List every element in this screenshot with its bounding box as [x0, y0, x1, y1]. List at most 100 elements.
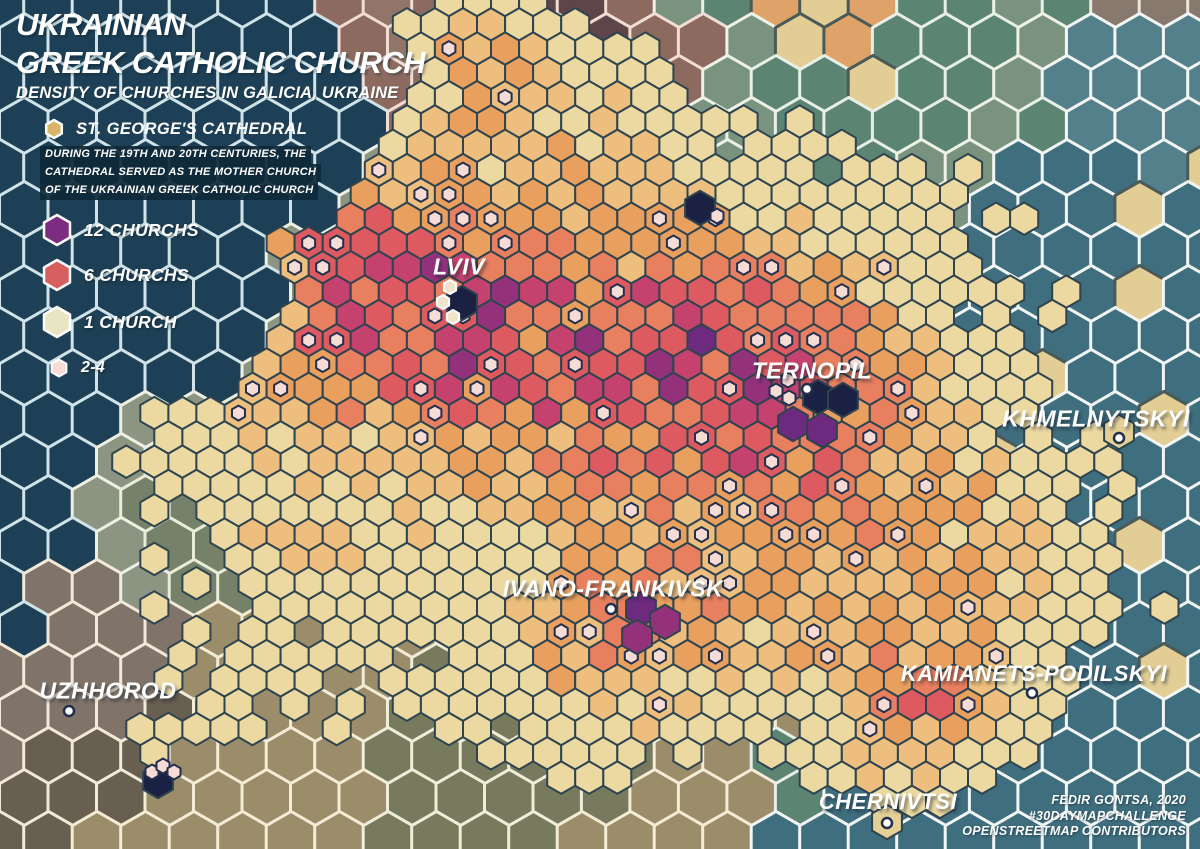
hex-cell — [708, 501, 723, 519]
hex-cell — [798, 760, 829, 795]
hex-cell — [1149, 590, 1180, 625]
hex-cell — [778, 526, 794, 544]
hex-cell — [469, 380, 485, 398]
hex-cell — [694, 428, 709, 446]
hex-cell — [301, 234, 317, 252]
hex-cell — [736, 501, 752, 519]
hex-cell — [1186, 228, 1200, 276]
hex-cell — [925, 784, 955, 820]
hex-cell — [574, 760, 605, 795]
city-dot-kamianets-podilskyi — [1025, 686, 1039, 700]
hex-cell — [694, 574, 709, 592]
hex-cell — [827, 381, 859, 419]
hex-cell — [273, 380, 289, 398]
hex-cell — [988, 647, 1004, 665]
hex-cell — [181, 711, 212, 747]
hex-cell — [890, 526, 906, 544]
hex-cell — [665, 234, 681, 252]
hex-cell — [623, 501, 639, 519]
hex-cell — [279, 687, 310, 722]
hex-cell — [287, 258, 303, 276]
hex-cell — [553, 623, 569, 641]
hex-cell — [806, 331, 822, 349]
hex-cell — [155, 757, 171, 775]
hex-cell — [918, 477, 934, 495]
hex-cell — [781, 389, 797, 407]
hex-cell — [708, 647, 723, 665]
city-dot-ternopil — [800, 382, 814, 396]
hex-cell — [834, 283, 850, 301]
hex-cell — [483, 356, 499, 373]
hex-cell — [960, 696, 976, 714]
hex-cell — [1009, 736, 1040, 771]
hex-cell — [441, 40, 457, 58]
city-dot-chernivtsi — [880, 816, 894, 830]
hex-cell — [1009, 201, 1040, 236]
hex-cell — [967, 760, 998, 795]
hex-cell — [0, 0, 27, 31]
hex-cell — [139, 541, 170, 577]
hex-cell — [778, 331, 794, 349]
hex-cell — [497, 234, 513, 252]
hex-cell — [595, 404, 611, 422]
hex-cell — [111, 444, 142, 479]
hex-cell — [862, 428, 878, 446]
hex-cell — [181, 566, 212, 601]
hex-cell — [441, 185, 457, 203]
hex-cell — [153, 663, 184, 698]
hex-cell — [1186, 144, 1200, 192]
hex-cell — [427, 307, 443, 325]
density-layer — [111, 0, 1180, 820]
hex-cell — [405, 614, 436, 649]
hex-cell — [433, 711, 464, 747]
hex-cell — [315, 356, 331, 373]
hex-cell — [768, 382, 784, 400]
hex-cell — [848, 356, 864, 373]
hex-cell — [904, 404, 920, 422]
hex-cell — [413, 428, 429, 446]
hex-cell — [231, 404, 246, 422]
hex-cell — [335, 638, 366, 674]
hex-cell — [1186, 732, 1200, 780]
hex-cell — [1186, 816, 1200, 849]
hex-cell — [1186, 564, 1200, 612]
hex-cell — [245, 380, 260, 398]
hex-cell — [445, 309, 461, 325]
hex-cell — [862, 720, 878, 738]
hex-cell — [139, 590, 170, 625]
hex-cell — [876, 258, 892, 276]
hex-cell — [301, 331, 317, 349]
hex-cell — [504, 736, 535, 771]
hex-cell — [981, 201, 1012, 236]
hex-cell — [435, 294, 451, 310]
hex-cell — [750, 331, 766, 349]
hex-cell — [237, 711, 268, 747]
hex-cell — [602, 760, 633, 795]
city-dot-khmelnytskyi — [1112, 431, 1126, 445]
hex-cell — [1186, 480, 1200, 528]
hex-cell — [820, 647, 836, 665]
hex-cell — [777, 405, 809, 443]
hex-cell — [764, 453, 780, 471]
hex-cell — [139, 493, 170, 528]
hex-cell — [722, 574, 737, 592]
hex-cell — [890, 380, 906, 398]
city-dot-ivano-frankivsk — [604, 602, 618, 616]
hex-cell — [694, 526, 709, 544]
hex-cell — [455, 210, 471, 228]
hex-cell — [876, 696, 892, 714]
hex-cell — [756, 736, 787, 771]
hex-cell — [441, 234, 457, 252]
hex-cell — [483, 210, 499, 228]
hex-cell — [1186, 648, 1200, 696]
hex-cell — [321, 711, 352, 747]
hex-cell — [413, 185, 429, 203]
hex-cell — [684, 189, 716, 227]
hex-cell — [960, 599, 976, 616]
hex-cell — [780, 371, 796, 389]
hex-cell — [427, 404, 443, 422]
hex-cell — [371, 161, 387, 179]
hex-cell — [1186, 396, 1200, 444]
hex-cell — [413, 380, 429, 398]
